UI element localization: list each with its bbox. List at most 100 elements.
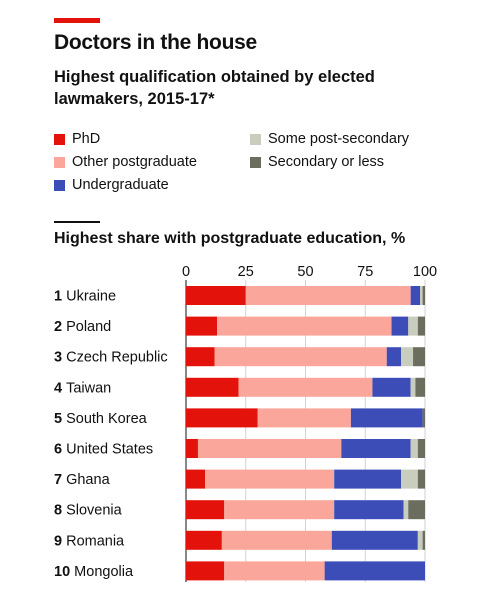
legend-label-phd: PhD <box>72 131 101 147</box>
bar-segment <box>410 377 416 397</box>
bar-segment <box>186 408 258 428</box>
category-label: 5 South Korea <box>54 411 148 427</box>
bar-row <box>186 286 425 305</box>
legend-item-secondary-or-less: Secondary or less <box>250 154 384 170</box>
x-tick-label: 0 <box>182 264 190 280</box>
bar-segment <box>350 408 423 428</box>
x-tick-label: 100 <box>413 264 437 280</box>
category-label: 7 Ghana <box>54 472 111 488</box>
rank-number: 2 <box>54 319 66 335</box>
bar-segment <box>186 500 225 520</box>
bar-segment <box>197 439 342 458</box>
x-tick-label: 75 <box>357 264 373 280</box>
bar-segment <box>334 500 404 520</box>
bar-segment <box>186 316 218 336</box>
bar-segment <box>372 377 411 397</box>
bar-row <box>186 408 425 428</box>
bar-segment <box>257 408 351 428</box>
bar-segment <box>417 316 425 336</box>
rank-number: 10 <box>54 564 74 580</box>
bar-segment <box>410 286 421 305</box>
bar-row <box>186 530 425 550</box>
bar-segment <box>341 439 411 458</box>
category-label: 4 Taiwan <box>54 380 111 396</box>
bar-segment <box>324 561 425 581</box>
legend-swatch-phd <box>54 133 65 145</box>
bar-segment <box>238 377 373 397</box>
rank-number: 4 <box>54 380 66 396</box>
bar-segment <box>417 530 423 550</box>
bar-segment <box>186 561 225 581</box>
bar-segment <box>205 469 335 489</box>
bar-segment <box>391 316 409 336</box>
bar-segment <box>415 377 425 397</box>
bar-row <box>186 439 425 458</box>
bar-segment <box>214 347 387 367</box>
bar-segment <box>186 439 198 458</box>
legend-label-other-postgraduate: Other postgraduate <box>72 154 197 170</box>
bar-segment <box>422 286 425 305</box>
x-axis-ticks: 0 25 50 75 100 <box>182 264 437 280</box>
rank-number: 8 <box>54 503 66 519</box>
legend-item-phd: PhD <box>54 131 100 147</box>
bar-row <box>186 469 425 489</box>
bar-segment <box>410 439 418 458</box>
category-label: 10 Mongolia <box>54 564 134 580</box>
bar-row <box>186 561 425 581</box>
country-name: Mongolia <box>74 564 134 580</box>
category-label: 9 Romania <box>54 533 125 549</box>
bar-segment <box>186 377 239 397</box>
bar-segment <box>417 469 425 489</box>
x-tick-label: 50 <box>297 264 313 280</box>
country-name: Ukraine <box>66 289 116 305</box>
bar-segment <box>334 469 402 489</box>
bar-segment <box>386 347 402 367</box>
country-name: Poland <box>66 319 111 335</box>
bar-segment <box>401 347 414 367</box>
chart-main-title: Doctors in the house <box>54 31 257 54</box>
legend: PhD Other postgraduate Undergraduate Som… <box>54 131 484 201</box>
bar-segment <box>417 439 425 458</box>
country-name: United States <box>66 442 153 458</box>
bar-segment <box>221 530 332 550</box>
rank-number: 3 <box>54 350 66 366</box>
bar-segment <box>186 530 222 550</box>
bar-row <box>186 377 425 397</box>
bar-row <box>186 316 425 336</box>
bar-segment <box>422 408 425 428</box>
bar-segment <box>245 286 411 305</box>
legend-swatch-some-post-secondary <box>250 133 261 145</box>
rank-number: 9 <box>54 533 66 549</box>
rank-number: 6 <box>54 442 66 458</box>
category-label: 3 Czech Republic <box>54 350 168 366</box>
bars <box>186 286 425 581</box>
bar-segment <box>186 286 246 305</box>
bar-segment <box>186 347 215 367</box>
bar-segment <box>420 286 423 305</box>
country-name: Slovenia <box>66 503 123 519</box>
rank-number: 1 <box>54 289 66 305</box>
category-label: 8 Slovenia <box>54 503 123 519</box>
bar-segment <box>408 316 418 336</box>
legend-swatch-other-postgraduate <box>54 156 65 168</box>
category-label: 2 Poland <box>54 319 111 335</box>
legend-swatch-undergraduate <box>54 179 65 191</box>
legend-swatch-secondary-or-less <box>250 156 261 168</box>
legend-item-undergraduate: Undergraduate <box>54 177 169 193</box>
bar-segment <box>422 530 425 550</box>
country-name: Romania <box>66 533 125 549</box>
section-divider <box>54 221 100 223</box>
legend-item-some-post-secondary: Some post-secondary <box>250 131 409 147</box>
category-label: 1 Ukraine <box>54 289 116 305</box>
country-name: Czech Republic <box>66 350 168 366</box>
category-label: 6 United States <box>54 442 153 458</box>
bar-segment <box>224 561 325 581</box>
legend-label-secondary-or-less: Secondary or less <box>268 154 385 170</box>
legend-item-other-postgraduate: Other postgraduate <box>54 154 197 170</box>
country-name: Ghana <box>66 472 110 488</box>
x-tick-label: 25 <box>238 264 254 280</box>
country-name: Taiwan <box>66 380 111 396</box>
legend-label-undergraduate: Undergraduate <box>72 177 169 193</box>
